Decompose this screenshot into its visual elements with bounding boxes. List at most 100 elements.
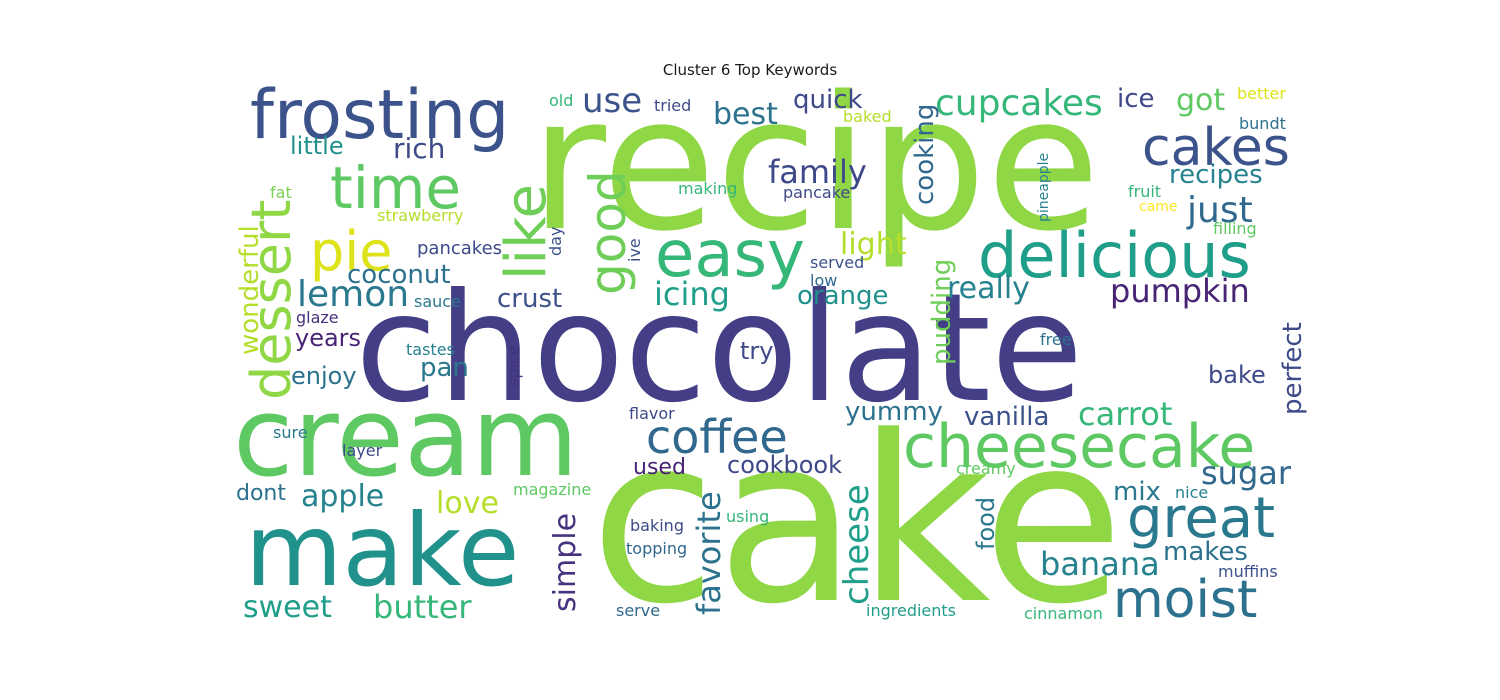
word-icing: icing	[654, 275, 730, 313]
word-make: make	[245, 492, 520, 609]
word-spice: spice	[504, 345, 523, 387]
word-pumpkin: pumpkin	[1110, 272, 1250, 310]
word-baked: baked	[843, 107, 892, 126]
word-chocolate: chocolate	[355, 262, 1083, 436]
word-moist: moist	[1113, 570, 1257, 630]
word-recipes: recipes	[1169, 160, 1263, 190]
word-vanilla: vanilla	[964, 402, 1049, 432]
word-day: day	[546, 227, 565, 256]
word-easy: easy	[655, 218, 805, 292]
word-sweet: sweet	[243, 590, 332, 625]
word-good: good	[579, 170, 637, 295]
word-glaze: glaze	[296, 308, 339, 327]
word-came: came	[1139, 199, 1178, 215]
word-frosting: frosting	[250, 76, 509, 155]
word-sauce: sauce	[414, 292, 461, 311]
word-cookbook: cookbook	[727, 451, 842, 479]
word-time: time	[330, 154, 461, 222]
word-better: better	[1237, 84, 1286, 103]
word-coffee: coffee	[646, 410, 788, 464]
word-fruit: fruit	[1128, 182, 1161, 201]
word-bake: bake	[1208, 361, 1266, 389]
word-makes: makes	[1163, 537, 1248, 567]
word-carrot: carrot	[1078, 395, 1172, 433]
word-nice: nice	[1175, 483, 1208, 502]
word-simple: simple	[548, 513, 583, 612]
word-dessert: dessert	[240, 200, 303, 400]
word-crust: crust	[497, 284, 562, 314]
word-favorite: favorite	[690, 491, 728, 615]
word-making: making	[678, 179, 737, 198]
word-just: just	[1186, 190, 1253, 231]
word-baking: baking	[630, 516, 684, 535]
word-recipe: recipe	[530, 56, 1100, 272]
word-old: old	[549, 91, 573, 110]
word-best: best	[713, 97, 778, 132]
word-try: try	[740, 337, 773, 365]
word-great: great	[1127, 486, 1275, 551]
word-family: family	[768, 153, 867, 191]
word-quick: quick	[793, 85, 863, 115]
word-dont: dont	[236, 481, 286, 506]
word-low: low	[810, 271, 837, 290]
word-served: served	[810, 253, 864, 272]
word-pancakes: pancakes	[417, 238, 502, 259]
word-cheesecake: cheesecake	[903, 412, 1255, 482]
word-ingredients: ingredients	[866, 601, 956, 620]
word-sure: sure	[273, 423, 308, 442]
word-tastes: tastes	[406, 340, 455, 359]
word-ive: ive	[625, 238, 644, 262]
word-cake: cake	[590, 388, 1124, 655]
word-like: like	[494, 184, 559, 280]
word-serve: serve	[616, 601, 660, 620]
word-cinnamon: cinnamon	[1024, 604, 1103, 623]
word-love: love	[436, 486, 499, 521]
word-banana: banana	[1040, 545, 1160, 583]
word-coconut: coconut	[347, 260, 451, 290]
word-food: food	[972, 497, 1000, 550]
word-tried: tried	[654, 96, 691, 115]
word-orange: orange	[797, 281, 889, 311]
word-fat: fat	[270, 183, 292, 202]
word-free: free	[1040, 330, 1072, 349]
chart-title: Cluster 6 Top Keywords	[662, 61, 838, 79]
word-sugar: sugar	[1201, 454, 1292, 492]
word-pudding: pudding	[927, 259, 957, 365]
word-strawberry: strawberry	[377, 206, 463, 225]
word-layer: layer	[342, 441, 383, 460]
word-use: use	[582, 81, 642, 121]
word-apple: apple	[301, 479, 384, 514]
word-enjoy: enjoy	[291, 362, 357, 390]
word-cakes: cakes	[1142, 118, 1290, 178]
word-lemon: lemon	[297, 274, 409, 315]
word-yummy: yummy	[845, 397, 943, 427]
word-rich: rich	[393, 132, 445, 165]
word-cheese: cheese	[837, 484, 877, 605]
word-perfect: perfect	[1278, 322, 1308, 415]
word-butter: butter	[373, 588, 472, 626]
word-ice: ice	[1117, 84, 1155, 114]
word-cooking: cooking	[910, 104, 940, 205]
word-using: using	[726, 507, 769, 526]
word-creamy: creamy	[956, 459, 1016, 478]
word-magazine: magazine	[513, 480, 591, 499]
word-delicious: delicious	[978, 219, 1251, 292]
word-really: really	[947, 271, 1030, 306]
word-little: little	[290, 132, 344, 160]
word-pie: pie	[310, 220, 393, 283]
word-light: light	[840, 227, 907, 262]
word-years: years	[295, 324, 361, 352]
word-bundt: bundt	[1239, 114, 1286, 133]
word-used: used	[633, 455, 686, 480]
word-pancake: pancake	[783, 183, 850, 202]
word-cream: cream	[233, 373, 579, 501]
word-flavor: flavor	[629, 404, 675, 423]
word-mix: mix	[1113, 477, 1161, 507]
word-got: got	[1176, 83, 1225, 118]
word-wonderful: wonderful	[235, 225, 265, 355]
word-cupcakes: cupcakes	[935, 83, 1103, 124]
word-muffins: muffins	[1218, 562, 1278, 581]
word-pan: pan	[420, 353, 469, 383]
word-pineapple: pineapple	[1036, 153, 1052, 222]
